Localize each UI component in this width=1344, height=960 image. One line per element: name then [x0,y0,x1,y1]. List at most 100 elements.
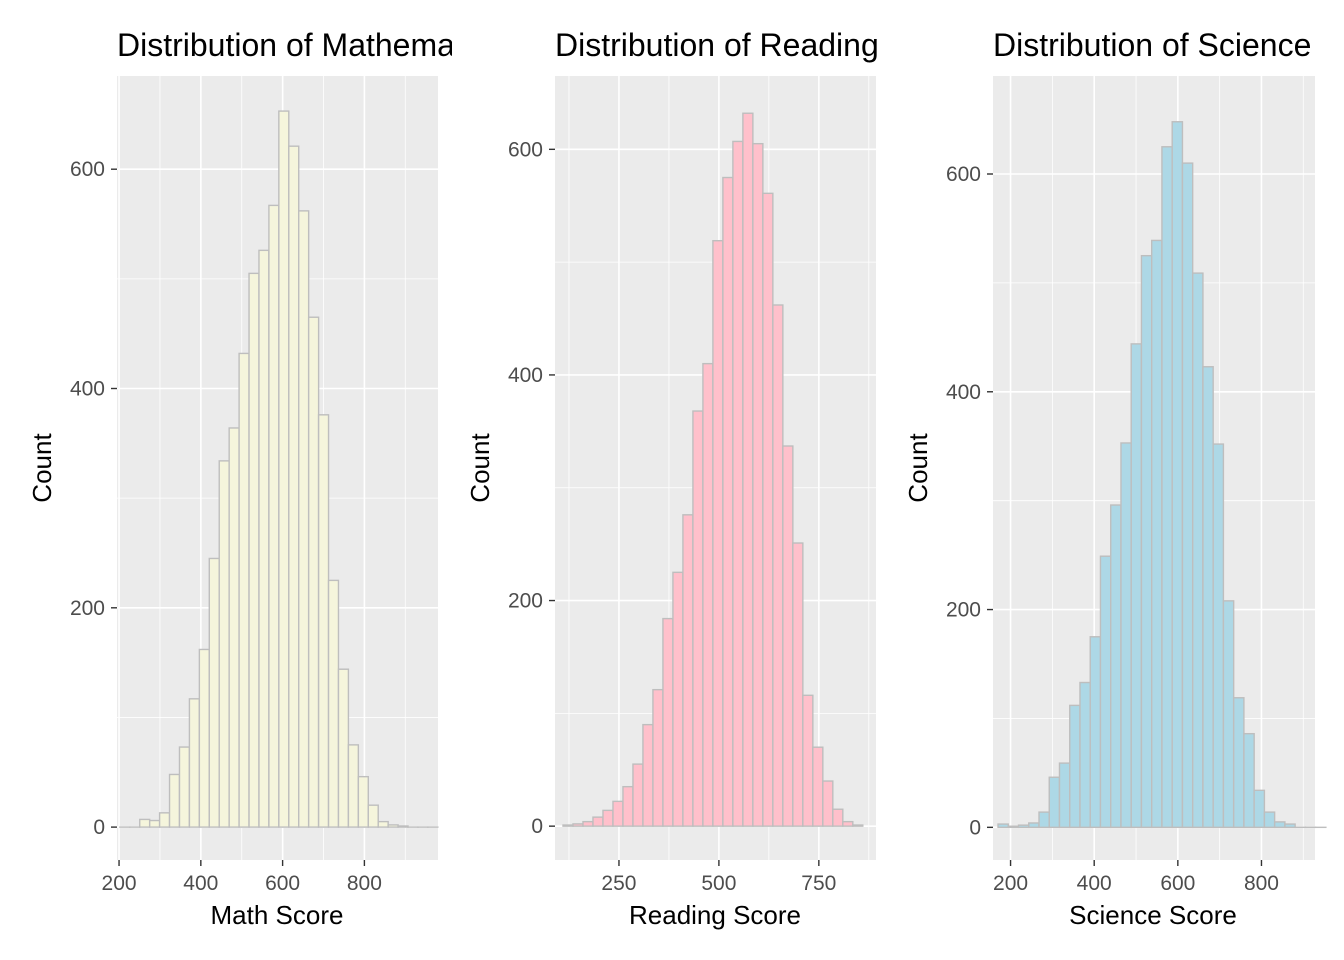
science-histogram-bar [1253,789,1266,829]
math-histogram-bar [248,272,260,828]
math-histogram-bar [357,775,369,828]
math-histogram-bar [258,249,270,828]
reading-x-tick-label: 750 [801,872,836,895]
science-histogram-bar [1150,239,1163,829]
math-histogram-bar [228,427,240,828]
science-axis-ticks: 200 400 600 800 0 200 400 600 [946,163,1279,895]
science-y-tick-label: 0 [969,816,981,839]
reading-x-tick-label: 500 [701,872,736,895]
science-histogram-bar [1273,821,1286,829]
science-histogram-bar [1222,600,1235,829]
reading-score-panel: Distribution of Reading 250 500 750 0 200 400… [465,27,879,930]
science-x-tick-label: 400 [1077,872,1112,895]
math-axis-ticks: 200 400 600 800 0 200 400 600 [70,158,382,895]
math-histogram-bar [377,820,389,828]
reading-histogram-bar [602,809,614,827]
science-x-tick-label: 800 [1244,872,1279,895]
science-histogram-bar [1140,254,1153,829]
reading-histogram-bar [632,763,644,827]
math-y-axis-label: Count [27,433,57,503]
math-histogram-bar [307,316,320,828]
math-histogram-bar [397,825,409,828]
reading-histogram-bar [642,723,654,827]
reading-y-axis-label: Count [465,433,495,503]
reading-histogram-bar [582,820,594,827]
reading-histogram-bar [712,239,724,827]
math-histogram-bar [178,746,191,828]
science-histogram-bar [1191,272,1204,829]
science-y-tick-label: 400 [946,381,981,404]
reading-histogram-bar [762,192,774,827]
science-histogram-bar [1212,443,1225,829]
math-histogram-bar [268,204,280,828]
reading-bars [562,112,864,827]
science-bars [997,121,1327,829]
reading-histogram-bar [822,780,834,827]
reading-histogram-bar [812,746,824,827]
reading-x-tick-label: 250 [601,872,636,895]
science-histogram-bar [1038,811,1050,829]
math-histogram-bar [158,812,171,828]
science-histogram-bar [1130,343,1143,829]
science-histogram-bar [1243,732,1255,829]
math-x-tick-label: 800 [347,872,382,895]
reading-histogram-bar [742,112,754,827]
science-histogram-bar [1263,811,1276,829]
math-histogram-bar [208,557,220,828]
reading-histogram-bar [772,304,784,827]
math-histogram-bar [218,460,230,828]
reading-histogram-bar [702,362,714,827]
science-y-tick-label: 600 [946,163,981,186]
math-histogram-bar [188,698,201,828]
math-histogram-bar [198,648,210,828]
math-x-tick-label: 200 [102,872,137,895]
science-x-axis-label: Science Score [1069,900,1237,930]
science-histogram-bar [1110,504,1122,829]
reading-histogram-bar [622,785,634,827]
reading-y-tick-label: 400 [508,364,543,387]
science-histogram-bar [1232,697,1245,829]
science-histogram-bar [1089,636,1102,829]
science-histogram-bar [1161,146,1173,829]
reading-histogram-bar [572,823,584,827]
science-panel-title: Distribution of Science [993,27,1311,63]
math-y-tick-label: 600 [70,158,105,181]
reading-axis-ticks: 250 500 750 0 200 400 600 [508,138,836,895]
reading-histogram-bar [662,617,674,827]
science-histogram-bar [1202,366,1214,829]
science-score-panel: Distribution of Science 200 400 600 8000200… [903,27,1327,930]
science-histogram-bar [1017,824,1030,829]
reading-histogram-bar [732,140,744,827]
reading-histogram-bar [672,571,684,827]
math-panel-title: Distribution of Mathematics [117,27,503,63]
math-y-tick-label: 200 [70,597,105,620]
math-histogram-bar [337,668,350,828]
math-y-tick-label: 0 [93,816,105,839]
math-histogram-bar [139,818,151,828]
math-x-axis-label: Math Score [211,900,344,930]
reading-histogram-bar [692,410,704,827]
reading-histogram-bar [592,816,604,827]
math-histogram-bar [347,744,360,828]
reading-histogram-bar [832,808,844,827]
science-histogram-bar [1007,825,1020,829]
reading-y-tick-label: 600 [508,138,543,161]
reading-histogram-bar [562,824,574,827]
reading-histogram-bar [782,445,794,827]
science-histogram-bar [1058,762,1071,829]
science-y-axis-label: Count [903,433,933,503]
reading-panel-title: Distribution of Reading [555,27,879,63]
math-histogram-bar [238,352,250,828]
math-histogram-bar [148,819,161,828]
reading-x-axis-label: Reading Score [629,900,801,930]
science-x-tick-label: 200 [993,872,1028,895]
math-histogram-bar [168,773,181,828]
math-histogram-bar [288,145,300,828]
science-histogram-bar [1284,823,1296,829]
reading-y-tick-label: 0 [531,815,543,838]
math-histogram-bar [367,804,379,828]
reading-histogram-bar [752,142,764,827]
science-histogram-bar [1079,681,1091,829]
math-x-tick-label: 600 [265,872,300,895]
